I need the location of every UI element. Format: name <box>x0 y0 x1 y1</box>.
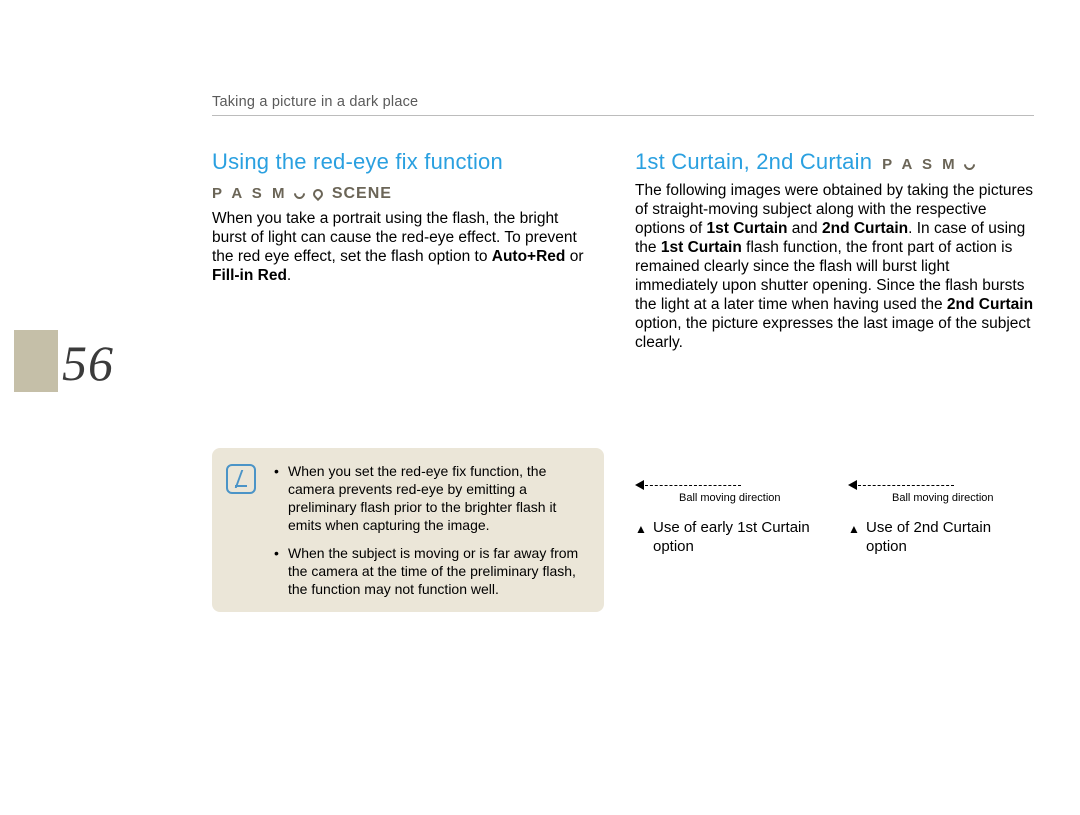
red-eye-paragraph: When you take a portrait using the flash… <box>212 209 597 285</box>
heading-curtain: 1st Curtain, 2nd Curtain <box>635 149 872 175</box>
para-tail: . <box>287 267 291 284</box>
arrow-line <box>635 480 822 490</box>
bold-auto-red: Auto+Red <box>492 248 566 265</box>
figure-2nd-curtain: Ball moving direction Use of 2nd Curtain… <box>848 480 1035 556</box>
figure-caption-1: Use of early 1st Curtain option <box>635 518 822 556</box>
mode-letters: P A S M <box>212 185 287 202</box>
note-list: When you set the red-eye fix function, t… <box>274 462 586 598</box>
curtain-figures: Ball moving direction Use of early 1st C… <box>635 480 1035 556</box>
mode-strip-left: P A S M SCENE <box>212 185 392 203</box>
arrow-dash <box>645 485 741 486</box>
curtain-paragraph: The following images were obtained by ta… <box>635 181 1035 352</box>
bold-fill-in-red: Fill-in Red <box>212 267 287 284</box>
night-mode-icon <box>962 157 978 173</box>
arrow-dash <box>858 485 954 486</box>
night-mode-icon <box>292 186 308 202</box>
figure-1st-curtain: Ball moving direction Use of early 1st C… <box>635 480 822 556</box>
breadcrumb: Taking a picture in a dark place <box>212 94 418 110</box>
timer-mode-icon <box>311 187 325 201</box>
t: and <box>788 220 822 237</box>
arrow-caption: Ball moving direction <box>679 492 822 504</box>
figure-caption-2: Use of 2nd Curtain option <box>848 518 1035 556</box>
heading-red-eye: Using the red-eye fix function <box>212 149 597 175</box>
bold-2nd-curtain: 2nd Curtain <box>822 220 908 237</box>
bold-2nd-curtain-b: 2nd Curtain <box>947 296 1033 313</box>
arrow-caption: Ball moving direction <box>892 492 1035 504</box>
note-item: When you set the red-eye fix function, t… <box>274 462 586 534</box>
left-column: Using the red-eye fix function P A S M S… <box>212 149 597 285</box>
mode-letters: P A S M <box>882 156 957 173</box>
right-column: 1st Curtain, 2nd Curtain P A S M The fol… <box>635 149 1035 352</box>
scene-label: SCENE <box>332 185 392 202</box>
bold-1st-curtain-b: 1st Curtain <box>661 239 742 256</box>
arrow-left-icon <box>848 480 857 490</box>
arrow-left-icon <box>635 480 644 490</box>
page-tab <box>14 330 58 392</box>
mode-strip-right: P A S M <box>882 156 977 174</box>
heading-curtain-wrap: 1st Curtain, 2nd Curtain P A S M <box>635 149 1035 175</box>
note-icon <box>226 464 256 494</box>
bold-1st-curtain: 1st Curtain <box>707 220 788 237</box>
note-item: When the subject is moving or is far awa… <box>274 544 586 598</box>
arrow-line <box>848 480 1035 490</box>
para-mid: or <box>565 248 583 265</box>
note-box: When you set the red-eye fix function, t… <box>212 448 604 612</box>
t: option, the picture expresses the last i… <box>635 315 1030 351</box>
page-number: 56 <box>62 334 114 392</box>
header-rule <box>212 115 1034 116</box>
